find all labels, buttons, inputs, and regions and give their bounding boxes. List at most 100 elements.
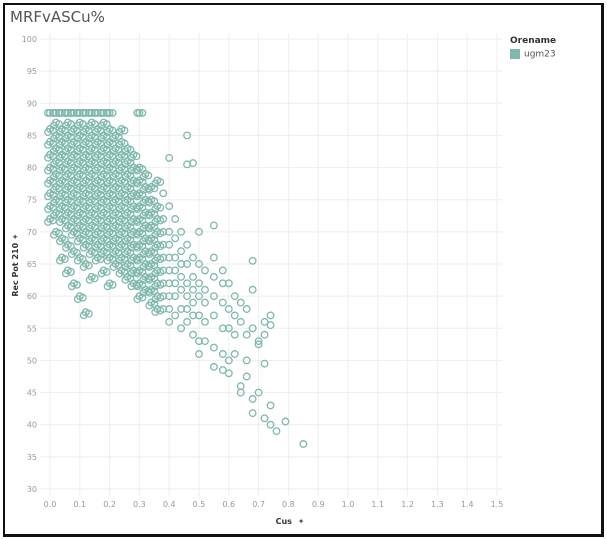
data-point [55, 166, 64, 175]
data-point [145, 237, 154, 246]
data-point [145, 263, 154, 271]
data-point [50, 147, 58, 156]
data-point [85, 237, 94, 246]
data-point [209, 272, 218, 281]
x-tick-label: 1.0 [342, 500, 355, 509]
y-tick-label: 90 [27, 99, 37, 108]
data-point [85, 275, 94, 284]
y-tick-label: 55 [27, 324, 37, 333]
data-point [115, 153, 124, 162]
data-point [224, 356, 233, 365]
y-tick-label: 95 [27, 67, 37, 76]
data-point [109, 198, 118, 207]
data-point [183, 317, 192, 326]
data-point [61, 121, 70, 130]
data-point [85, 198, 94, 207]
data-point [103, 166, 112, 175]
data-point [121, 147, 130, 156]
data-point [97, 211, 106, 220]
data-point [103, 218, 112, 226]
data-point [50, 173, 58, 181]
y-tick-label: 45 [27, 389, 37, 398]
data-point [189, 272, 197, 281]
data-point [85, 173, 94, 181]
data-point [151, 269, 160, 278]
data-point [67, 218, 76, 226]
data-point [109, 173, 118, 181]
data-point [55, 192, 64, 201]
data-point [254, 388, 263, 397]
data-point [189, 253, 197, 262]
data-point [115, 192, 124, 201]
data-point [109, 134, 118, 143]
data-point [73, 160, 82, 169]
data-point [248, 409, 257, 418]
data-point [133, 218, 142, 226]
data-point [151, 256, 160, 265]
x-tick-label: 1.2 [401, 500, 414, 509]
data-point [145, 198, 154, 207]
legend-item-label: ugm23 [524, 49, 556, 60]
data-point [165, 305, 174, 313]
y-tick-label: 30 [27, 485, 37, 494]
y-tick-label: 100 [22, 35, 37, 44]
data-point [242, 356, 251, 365]
data-point [145, 301, 154, 310]
data-point [151, 295, 160, 304]
legend-item-ugm23[interactable]: ugm23 [510, 49, 556, 60]
data-point [55, 140, 64, 149]
data-point [97, 198, 106, 207]
data-point [209, 362, 218, 371]
data-point [61, 185, 70, 194]
data-point [85, 147, 94, 156]
data-point [171, 215, 180, 223]
y-tick-label: 85 [27, 131, 37, 140]
data-point [109, 147, 118, 156]
data-point [61, 160, 70, 169]
data-point [272, 427, 281, 436]
data-point [195, 350, 203, 358]
data-point [73, 173, 82, 181]
data-point [61, 147, 70, 156]
data-point [60, 255, 69, 264]
data-point [145, 185, 154, 194]
data-point [44, 128, 52, 136]
x-tick-label: 0.2 [103, 500, 116, 509]
data-point [55, 153, 64, 162]
data-point [85, 134, 94, 143]
data-point [109, 211, 118, 220]
data-point [79, 218, 88, 226]
data-point [79, 179, 88, 188]
data-point [242, 330, 251, 339]
data-point [248, 395, 257, 403]
data-point [79, 153, 88, 162]
data-point [91, 192, 100, 201]
x-tick-label: 0.5 [193, 500, 206, 509]
data-point [189, 330, 197, 339]
data-point [91, 179, 100, 188]
data-point [218, 266, 227, 275]
data-point [115, 243, 124, 252]
data-point [195, 227, 203, 236]
data-point [91, 140, 100, 149]
y-tick-label: 50 [27, 356, 37, 365]
data-point [260, 359, 269, 368]
data-point [183, 131, 192, 140]
data-point [50, 121, 58, 130]
data-point [85, 224, 94, 233]
x-tick-label: 0.6 [222, 500, 235, 509]
data-point [103, 205, 112, 214]
data-point [218, 298, 227, 307]
legend-title: Orename [510, 36, 557, 46]
data-point [230, 292, 239, 301]
data-point [145, 275, 154, 284]
data-point [121, 185, 130, 194]
data-point [44, 166, 52, 175]
data-point [266, 401, 275, 410]
data-point [171, 253, 180, 262]
data-point [73, 121, 82, 130]
data-point [195, 292, 203, 301]
data-point [183, 305, 192, 313]
